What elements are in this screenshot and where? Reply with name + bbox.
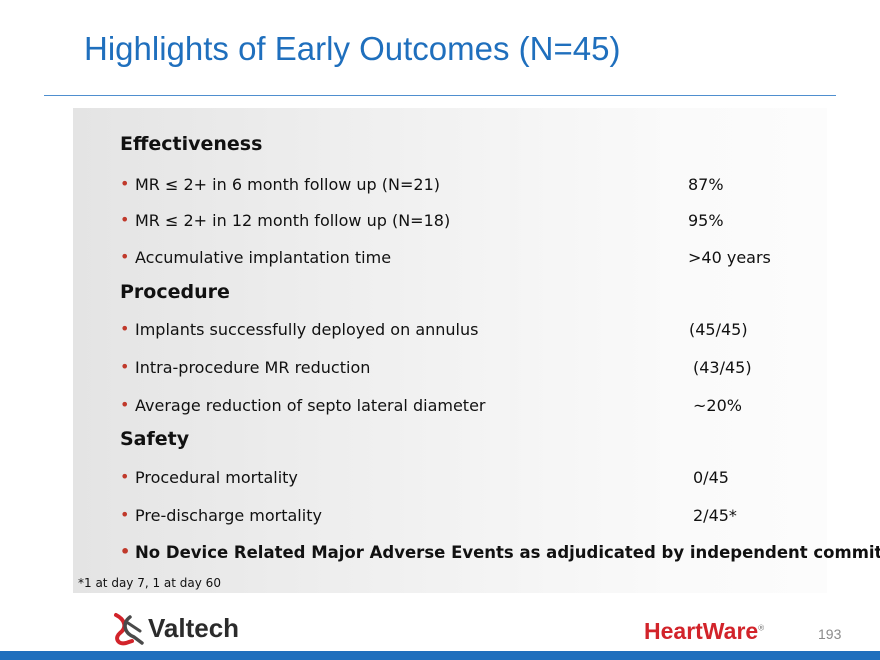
- item-value: 0/45: [693, 468, 729, 487]
- item-value: 87%: [688, 175, 724, 194]
- item-label: Pre-discharge mortality: [135, 506, 322, 525]
- item-label: Intra-procedure MR reduction: [135, 358, 371, 377]
- bullet-icon: •: [120, 505, 130, 524]
- bullet-icon: •: [120, 357, 130, 376]
- item-value: (45/45): [689, 320, 748, 339]
- section-heading-procedure: Procedure: [120, 281, 230, 303]
- bullet-icon: •: [120, 247, 130, 266]
- item-label: MR ≤ 2+ in 6 month follow up (N=21): [135, 175, 440, 194]
- item-value: 2/45*: [693, 506, 737, 525]
- item-label: Implants successfully deployed on annulu…: [135, 320, 479, 339]
- bullet-icon: •: [120, 467, 130, 486]
- bullet-icon: •: [120, 210, 130, 229]
- item-label: Accumulative implantation time: [135, 248, 392, 267]
- bullet-icon: •: [120, 174, 130, 193]
- heartware-logo: HeartWare®: [644, 618, 764, 645]
- valtech-logo: Valtech: [110, 611, 270, 649]
- content-panel: [73, 108, 827, 593]
- item-label: No Device Related Major Adverse Events a…: [135, 543, 880, 562]
- section-heading-effectiveness: Effectiveness: [120, 133, 263, 155]
- footnote: *1 at day 7, 1 at day 60: [78, 576, 221, 590]
- section-heading-safety: Safety: [120, 428, 190, 450]
- item-value: >40 years: [688, 248, 771, 267]
- bullet-icon: •: [120, 542, 131, 561]
- item-value: 95%: [688, 211, 724, 230]
- valtech-mark-icon: [114, 613, 144, 646]
- bullet-icon: •: [120, 395, 130, 414]
- registered-mark: ®: [758, 623, 765, 633]
- item-value: (43/45): [693, 358, 752, 377]
- item-label: MR ≤ 2+ in 12 month follow up (N=18): [135, 211, 451, 230]
- item-label: Average reduction of septo lateral diame…: [135, 396, 486, 415]
- footer-bar: [0, 651, 880, 660]
- title-divider: [44, 95, 836, 96]
- valtech-wordmark: Valtech: [148, 613, 240, 643]
- item-label: Procedural mortality: [135, 468, 298, 487]
- page-number: 193: [818, 626, 842, 642]
- bullet-icon: •: [120, 319, 130, 338]
- heartware-wordmark: HeartWare: [644, 618, 759, 644]
- slide-title: Highlights of Early Outcomes (N=45): [84, 30, 621, 67]
- item-value: ~20%: [693, 396, 742, 415]
